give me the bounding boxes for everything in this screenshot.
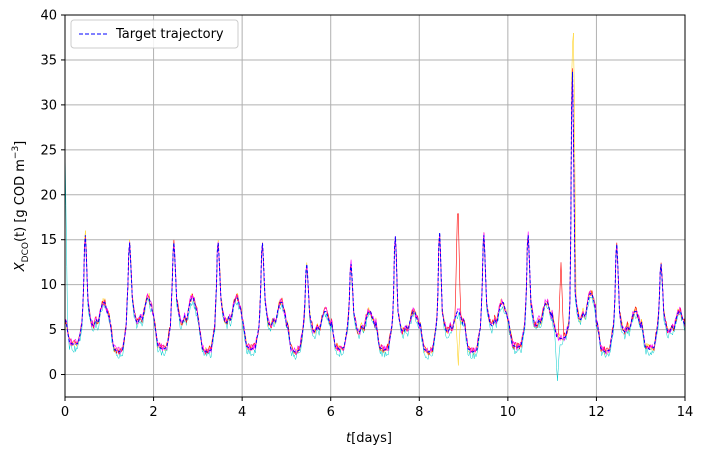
x-tick-label: 12 [588, 405, 605, 420]
x-tick-label: 10 [500, 405, 517, 420]
y-tick-label: 5 [49, 323, 57, 338]
legend-box [70, 19, 239, 49]
y-tick-label: 35 [40, 53, 57, 68]
x-tick-label: 8 [415, 405, 423, 420]
series-layer [64, 32, 686, 381]
y-tick-label: 20 [40, 188, 57, 203]
x-axis-label: t[days] [346, 431, 392, 446]
legend: Target trajectory [70, 19, 239, 49]
plot-frame [64, 14, 686, 398]
series-line-0 [64, 71, 686, 353]
x-tick-label: 14 [677, 405, 694, 420]
y-tick-label: 40 [40, 9, 57, 24]
ticks: 0 2 4 6 8 10 12 14 0 5 10 15 20 25 30 35 40 [40, 9, 693, 421]
x-tick-label: 6 [327, 405, 335, 420]
x-tick-label: 2 [149, 405, 157, 420]
legend-label-target-trajectory: Target trajectory [115, 27, 224, 42]
y-tick-label: 30 [40, 98, 57, 113]
y-tick-label: 15 [40, 233, 57, 248]
y-tick-label: 0 [49, 368, 57, 383]
y-axis-label: XDCO(t) [g COD m−3] [11, 141, 31, 273]
x-tick-label: 4 [238, 405, 246, 420]
y-tick-label: 25 [40, 143, 57, 158]
y-tick-label: 10 [40, 278, 57, 293]
x-tick-label: 0 [61, 405, 69, 420]
